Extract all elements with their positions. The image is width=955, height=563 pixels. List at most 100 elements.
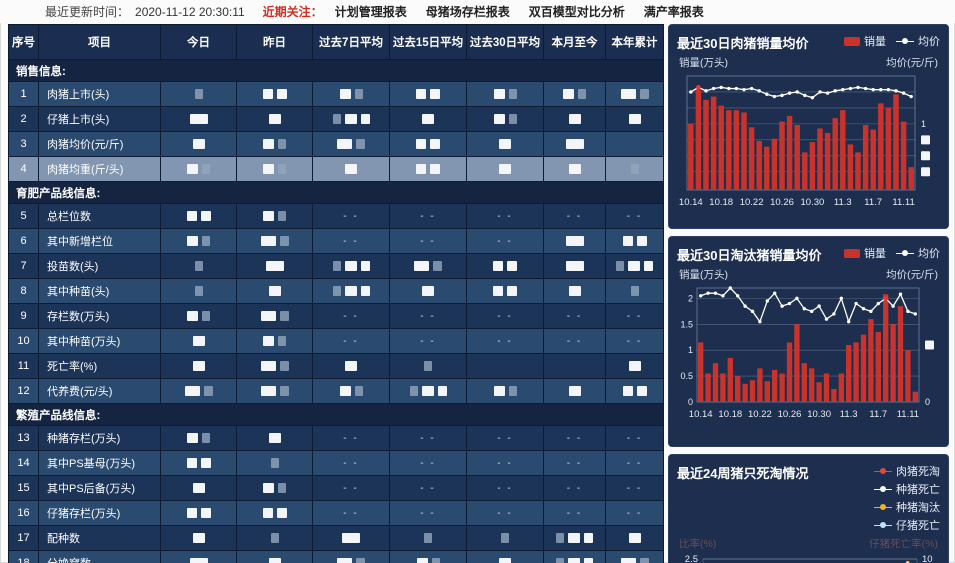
pig-sales-plot-svg: 10.14 10.18 10.22 10.26 10.30 11.3 11.7 11.11 1 [679,75,930,208]
value-cell [236,378,313,404]
item-cell: 其中PS后备(万头) [38,475,161,501]
table-row[interactable]: 1 肉猪上市(头) [8,81,664,107]
legend-item-仔猪死亡[interactable]: 仔猪死亡 [874,517,940,533]
legend-item-销量[interactable]: 销量 [844,245,886,261]
item-cell: 其中种苗(头) [38,278,161,304]
update-time-label: 最近更新时间： [45,5,130,19]
value-cell: - - [466,328,544,354]
table-row[interactable]: 10 其中种苗(万头) - -- -- -- -- - [8,328,664,354]
table-row[interactable]: 2 仔猪上市(头) [8,106,664,132]
redacted-value-block [493,114,505,125]
item-cell: 存栏数(万头) [38,303,161,329]
redacted-value-block [192,139,205,150]
table-row[interactable]: 8 其中种苗(头) [8,278,664,304]
redacted-value-block [507,261,517,272]
table-row[interactable]: 18分娩窝数 [8,550,664,563]
redacted-value-block [620,89,636,100]
legend-item-种猪死亡[interactable]: 种猪死亡 [874,481,940,497]
table-row[interactable]: 4 肉猪均重(斤/头) [8,156,664,182]
update-time-value: 2020-11-12 20:30:11 [135,4,245,19]
redacted-value-block [202,164,210,175]
redacted-value-block [628,361,641,372]
item-cell: 分娩窝数 [38,550,161,563]
item-cell: 种猪存栏(万头) [38,425,161,451]
value-cell [236,278,313,304]
redacted-value-block [493,286,503,297]
redacted-value-block [339,386,351,397]
chart-title: 最近30日淘汰猪销量均价 [677,248,822,263]
value-cell [236,525,313,551]
legend-item-种猪淘汰[interactable]: 种猪淘汰 [874,499,940,515]
table-row[interactable]: 14 其中PS基母(万头) - -- -- -- -- - [8,450,664,476]
legend-item-销量[interactable]: 销量 [844,33,886,49]
table-row[interactable]: 3 肉猪均价(元/斤) [8,131,664,157]
seq-cell: 3 [8,131,39,157]
value-cell: - - [389,475,467,501]
table-header-row: 序号 项目 今日 昨日 过去7日平均 过去15日平均 过去30日平均 本月至今 本年累计 [8,24,664,60]
column-header: 过去15日平均 [389,24,467,60]
value-cell [605,228,664,254]
value-cell [543,156,606,182]
redacted-value-block [414,261,429,272]
link-capacity-report[interactable]: 满产率报表 [643,5,704,19]
redacted-value-block [493,89,505,100]
redacted-value-block [416,164,426,175]
table-row[interactable]: 13 种猪存栏(万头) - -- -- -- -- - [8,425,664,451]
legend-item-均价[interactable]: 均价 [896,245,940,261]
legend-label: 种猪淘汰 [896,502,940,514]
redacted-value-block [422,114,434,125]
table-row[interactable]: 5 总栏位数 - -- -- -- -- - [8,203,664,229]
value-cell: - - [312,425,390,451]
value-cell [236,500,313,526]
redacted-value-block [345,361,357,372]
table-row[interactable]: 9 存栏数(万头) - -- -- -- -- - [8,303,664,329]
redacted-value-block [200,211,211,222]
value-cell [312,253,390,279]
section-row: 繁殖产品线信息: [8,403,664,426]
svg-text:11.7: 11.7 [864,197,882,208]
legend-item-均价[interactable]: 均价 [896,33,940,49]
value-cell: - - [466,425,544,451]
value-cell: - - [605,475,664,501]
table-row[interactable]: 11 死亡率(%) [8,353,664,379]
redacted-value-block [203,386,213,397]
section-label: 繁殖产品线信息: [8,403,664,426]
value-cell [236,303,313,329]
redacted-value-block [263,211,274,222]
legend-item-肉猪死淘[interactable]: 肉猪死淘 [874,463,940,479]
section-row: 育肥产品线信息: [8,181,664,204]
table-row[interactable]: 16 仔猪存栏(万头) - -- -- -- -- - [8,500,664,526]
redacted-value-block [337,139,352,150]
table-row[interactable]: 6 其中新增栏位 - -- -- - [8,228,664,254]
redacted-value-block [430,139,440,150]
redacted-value-block [332,286,341,297]
value-cell [160,253,237,279]
value-cell [160,450,237,476]
redacted-value-block [342,533,360,544]
legend-label: 均价 [918,36,940,48]
table-row[interactable]: 12 代养费(元/头) [8,378,664,404]
value-cell [543,131,606,157]
value-cell [466,278,544,304]
table-row[interactable]: 17 配种数 [8,525,664,551]
value-cell [236,228,313,254]
value-cell: - - [543,500,606,526]
table-row[interactable]: 15 其中PS后备(万头) - -- -- -- -- - [8,475,664,501]
value-cell: - - [389,228,467,254]
redacted-value-block [278,483,286,494]
redacted-value-block [187,311,198,322]
redacted-value-block [424,361,432,372]
redacted-value-block [270,458,279,469]
svg-text:11.3: 11.3 [840,409,858,420]
value-cell: - - [543,328,606,354]
item-cell: 仔猪上市(头) [38,106,161,132]
link-model-compare-report[interactable]: 双百模型对比分析 [528,5,625,19]
link-sow-farm-report[interactable]: 母猪场存栏报表 [425,5,510,19]
link-plan-report[interactable]: 计划管理报表 [334,5,407,19]
line-dot-swatch-icon [896,249,914,258]
redacted-value-block [620,558,636,563]
redacted-value-block [265,261,284,272]
table-row[interactable]: 7 投苗数(头) [8,253,664,279]
redacted-value-block [279,386,289,397]
value-cell: - - [312,328,390,354]
